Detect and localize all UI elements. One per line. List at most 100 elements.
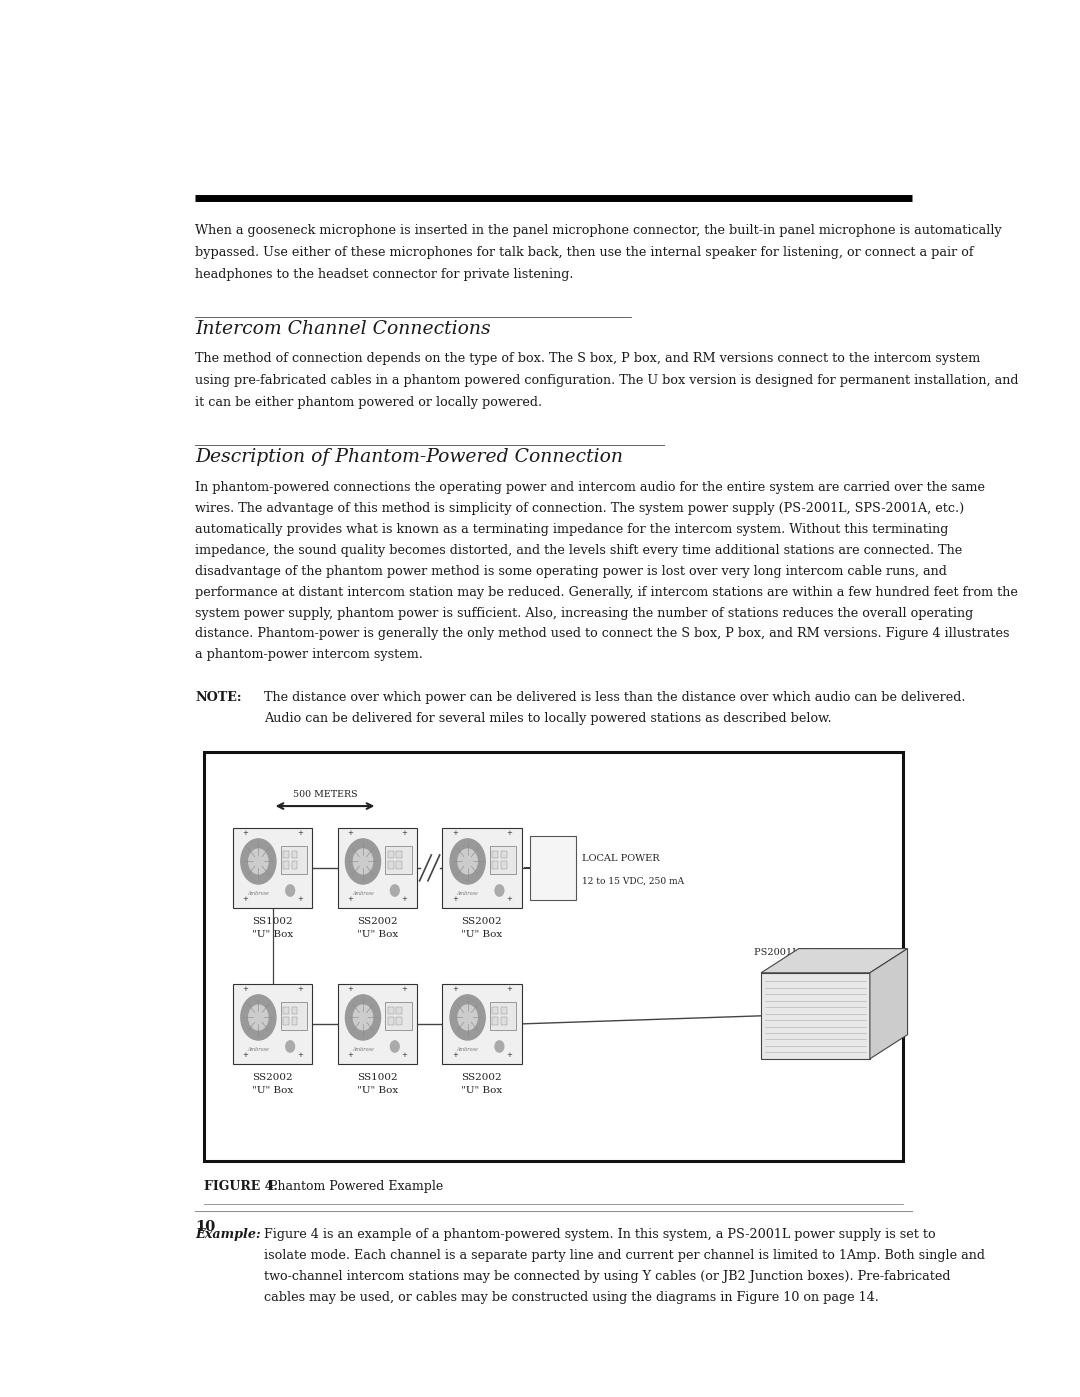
Bar [283,862,289,869]
Bar [442,983,522,1065]
Circle shape [458,1004,477,1030]
Bar [233,827,312,908]
Bar [501,862,507,869]
Bar [292,1017,297,1025]
Text: +: + [402,895,407,902]
Text: Ambrose: Ambrose [352,891,374,897]
Bar [204,752,903,1161]
Bar [233,983,312,1065]
Text: +: + [243,830,248,835]
Text: "U" Box: "U" Box [461,1085,502,1095]
Bar [283,851,289,858]
Bar [283,1007,289,1014]
Text: The method of connection depends on the type of box. The S box, P box, and RM ve: The method of connection depends on the … [195,352,981,365]
Text: Ambrose: Ambrose [457,891,478,897]
Bar [388,1017,393,1025]
Text: +: + [402,1052,407,1058]
Text: Intercom Channel Connections: Intercom Channel Connections [195,320,491,338]
Text: 500 METERS: 500 METERS [293,789,357,799]
Bar [386,847,411,875]
Bar [501,1017,507,1025]
Text: +: + [507,830,512,835]
Text: "U" Box: "U" Box [461,930,502,939]
Text: Example:: Example: [195,1228,261,1241]
Bar [292,862,297,869]
Text: Ambrose: Ambrose [247,891,269,897]
Text: isolate mode. Each channel is a separate party line and current per channel is l: isolate mode. Each channel is a separate… [264,1249,985,1261]
Text: +: + [347,895,353,902]
Text: +: + [297,986,302,992]
Bar [530,835,576,900]
Text: cables may be used, or cables may be constructed using the diagrams in Figure 10: cables may be used, or cables may be con… [264,1291,879,1303]
Circle shape [248,1004,268,1030]
Text: "U" Box: "U" Box [356,930,397,939]
Bar [338,983,417,1065]
Text: +: + [347,986,353,992]
Text: +: + [507,895,512,902]
Circle shape [390,884,400,895]
Text: SS1002: SS1002 [253,916,293,926]
Bar [492,1007,498,1014]
Text: using pre-fabricated cables in a phantom powered configuration. The U box versio: using pre-fabricated cables in a phantom… [195,374,1018,387]
Text: performance at distant intercom station may be reduced. Generally, if intercom s: performance at distant intercom station … [195,585,1018,598]
Text: +: + [347,1052,353,1058]
Text: Description of Phantom-Powered Connection: Description of Phantom-Powered Connectio… [195,448,623,467]
Text: In phantom-powered connections the operating power and intercom audio for the en: In phantom-powered connections the opera… [195,481,985,493]
Text: 10: 10 [195,1220,216,1234]
Bar [490,1002,516,1031]
Text: NOTE:: NOTE: [195,692,242,704]
Circle shape [346,838,380,884]
Bar [388,862,393,869]
Text: +: + [451,1052,458,1058]
Text: +: + [451,830,458,835]
Bar [492,851,498,858]
Text: +: + [243,1052,248,1058]
Text: disadvantage of the phantom power method is some operating power is lost over ve: disadvantage of the phantom power method… [195,564,947,577]
Text: 12 to 15 VDC, 250 mA: 12 to 15 VDC, 250 mA [582,876,684,886]
Bar [492,1017,498,1025]
Text: "U" Box: "U" Box [252,930,294,939]
Text: FIGURE 4.: FIGURE 4. [204,1180,278,1193]
Bar [490,847,516,875]
Bar [396,1007,402,1014]
Text: system power supply, phantom power is sufficient. Also, increasing the number of: system power supply, phantom power is su… [195,606,973,619]
Bar [281,847,307,875]
Bar [388,851,393,858]
Text: +: + [507,1052,512,1058]
Text: +: + [347,830,353,835]
Text: LOCAL POWER: LOCAL POWER [582,854,660,863]
Bar [501,851,507,858]
Bar [386,1002,411,1031]
Text: +: + [402,830,407,835]
Text: Phantom Powered Example: Phantom Powered Example [260,1180,443,1193]
Circle shape [458,849,477,875]
Circle shape [346,995,380,1039]
Bar [396,851,402,858]
Text: +: + [402,986,407,992]
Circle shape [450,995,485,1039]
Bar [388,1007,393,1014]
Text: two-channel intercom stations may be connected by using Y cables (or JB2 Junctio: two-channel intercom stations may be con… [264,1270,950,1282]
Text: PS2001L (or SPS2001 etc.): PS2001L (or SPS2001 etc.) [754,947,890,957]
Bar [281,1002,307,1031]
Text: +: + [243,986,248,992]
Text: When a gooseneck microphone is inserted in the panel microphone connector, the b: When a gooseneck microphone is inserted … [195,224,1002,236]
Text: SS2002: SS2002 [357,916,397,926]
Text: Ambrose: Ambrose [352,1048,374,1052]
Circle shape [450,838,485,884]
Text: automatically provides what is known as a terminating impedance for the intercom: automatically provides what is known as … [195,522,948,535]
Bar [761,972,869,1059]
Text: +: + [507,986,512,992]
Text: Audio can be delivered for several miles to locally powered stations as describe: Audio can be delivered for several miles… [264,712,832,725]
Circle shape [241,838,276,884]
Polygon shape [761,949,907,972]
Text: SS2002: SS2002 [253,1073,293,1081]
Text: +: + [297,830,302,835]
Bar [492,862,498,869]
Circle shape [286,884,295,895]
Circle shape [286,1041,295,1052]
Bar [292,1007,297,1014]
Text: Ambrose: Ambrose [247,1048,269,1052]
Text: +: + [451,895,458,902]
Circle shape [353,849,373,875]
